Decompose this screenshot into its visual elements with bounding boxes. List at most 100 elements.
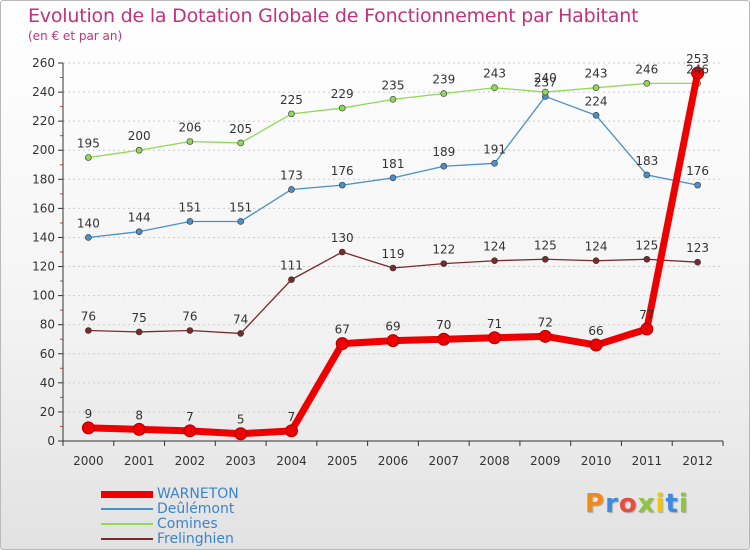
legend-swatch xyxy=(101,538,153,540)
data-point xyxy=(694,258,701,266)
legend-swatch xyxy=(101,490,153,498)
data-label: 77 xyxy=(639,308,654,322)
data-point xyxy=(440,90,448,97)
legend-label: Deûlémont xyxy=(157,501,235,517)
data-label: 75 xyxy=(132,311,147,325)
x-tick-label: 2012 xyxy=(682,454,713,468)
data-label: 69 xyxy=(385,320,400,334)
data-point xyxy=(643,171,651,179)
data-label: 181 xyxy=(382,157,405,171)
data-label: 9 xyxy=(85,407,93,421)
data-label: 237 xyxy=(534,75,557,89)
chart-title: Evolution de la Dotation Globale de Fonc… xyxy=(28,5,639,27)
data-point xyxy=(592,84,600,92)
x-tick-label: 2004 xyxy=(276,454,307,468)
data-label: 111 xyxy=(280,259,303,273)
data-label: 123 xyxy=(686,241,709,255)
data-label: 243 xyxy=(585,67,608,81)
data-point xyxy=(288,186,295,193)
data-point xyxy=(135,328,143,336)
data-point xyxy=(338,104,346,112)
data-point xyxy=(691,66,705,80)
grid-lines xyxy=(63,62,723,413)
logo-letter: P xyxy=(585,489,606,519)
legend-swatch xyxy=(101,523,153,525)
data-point xyxy=(542,255,549,263)
data-label: 246 xyxy=(635,62,658,76)
data-label: 173 xyxy=(280,168,303,182)
data-label: 176 xyxy=(686,164,709,178)
data-label: 176 xyxy=(331,164,354,178)
data-point xyxy=(186,218,194,225)
data-point xyxy=(135,228,143,235)
data-label: 206 xyxy=(178,121,201,135)
data-point xyxy=(694,181,701,189)
series-lines xyxy=(81,66,705,441)
legend-label: WARNETON xyxy=(157,486,239,502)
y-tick-label: 40 xyxy=(40,376,55,390)
data-label: 76 xyxy=(182,310,197,324)
data-label: 229 xyxy=(331,87,354,101)
data-label: 125 xyxy=(534,238,557,252)
x-tick-label: 2008 xyxy=(479,454,510,468)
data-point xyxy=(183,424,197,438)
data-label: 151 xyxy=(178,200,201,214)
logo-letter: r xyxy=(605,489,619,519)
y-tick-label: 20 xyxy=(40,405,55,419)
data-label: 225 xyxy=(280,93,303,107)
data-label: 72 xyxy=(538,315,553,329)
data-label: 195 xyxy=(77,137,100,151)
logo-letter: t xyxy=(665,489,679,519)
data-point xyxy=(284,424,298,438)
data-label: 119 xyxy=(382,247,405,261)
data-point xyxy=(437,332,451,346)
x-tick-label: 2003 xyxy=(225,454,256,468)
data-point xyxy=(186,327,194,334)
data-label: 74 xyxy=(233,312,248,326)
data-point xyxy=(85,234,92,241)
data-label: 205 xyxy=(229,122,252,136)
y-tick-label: 100 xyxy=(32,289,55,303)
logo-letter: o xyxy=(618,489,638,519)
y-tick-label: 200 xyxy=(32,143,55,157)
legend-label: Frelinghien xyxy=(157,531,234,547)
data-label: 240 xyxy=(534,71,557,85)
data-point xyxy=(643,80,651,87)
data-label: 7 xyxy=(186,410,194,424)
y-tick-label: 240 xyxy=(32,85,55,99)
data-point xyxy=(237,139,244,147)
data-point xyxy=(132,422,146,436)
data-point xyxy=(338,181,346,189)
data-point xyxy=(386,334,400,348)
y-tick-label: 60 xyxy=(40,347,55,361)
data-label: 243 xyxy=(483,67,506,81)
data-point xyxy=(338,248,346,256)
data-label: 239 xyxy=(432,73,455,87)
data-label: 253 xyxy=(686,52,709,66)
data-label: 7 xyxy=(288,410,296,424)
data-point xyxy=(491,257,498,265)
x-tick-label: 2006 xyxy=(378,454,409,468)
data-point xyxy=(491,84,498,92)
x-tick-label: 2000 xyxy=(73,454,104,468)
data-point xyxy=(440,162,448,170)
data-label: 224 xyxy=(585,94,608,108)
y-tick-label: 140 xyxy=(32,230,55,244)
data-point xyxy=(389,96,397,103)
data-label: 8 xyxy=(135,408,143,422)
data-label: 130 xyxy=(331,231,354,245)
data-point xyxy=(335,337,349,351)
x-tick-label: 2007 xyxy=(428,454,459,468)
data-label: 200 xyxy=(128,129,151,143)
data-point xyxy=(592,112,600,119)
data-point xyxy=(640,322,654,336)
data-label: 246 xyxy=(686,62,709,76)
x-tick-label: 2002 xyxy=(175,454,206,468)
data-point xyxy=(592,257,600,265)
data-label: 189 xyxy=(432,145,455,159)
data-point xyxy=(389,174,397,182)
data-label: 125 xyxy=(635,238,658,252)
